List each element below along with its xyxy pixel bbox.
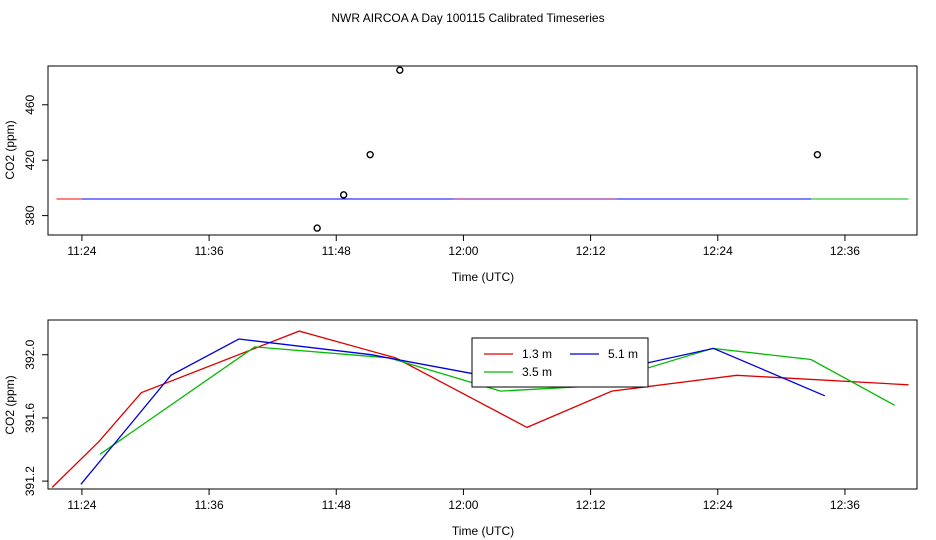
legend-label: 1.3 m bbox=[522, 347, 552, 361]
bottom-panel: 391.2 391.6 392.0 11:24 11:36 11:48 12:00 12:1… bbox=[3, 319, 918, 538]
data-point bbox=[396, 66, 404, 74]
x-tick-label: 12:12 bbox=[576, 498, 606, 512]
x-tick-label: 11:48 bbox=[322, 498, 351, 512]
y-tick-label: 380 bbox=[23, 205, 37, 225]
data-point bbox=[339, 191, 348, 199]
data-point bbox=[366, 150, 374, 159]
x-tick-label: 11:36 bbox=[195, 498, 224, 512]
x-tick-label: 12:36 bbox=[830, 498, 860, 512]
y-tick-label: 392.0 bbox=[23, 339, 37, 369]
x-tick-label: 12:24 bbox=[703, 244, 733, 258]
x-tick-label: 11:36 bbox=[195, 244, 224, 258]
x-tick-label: 12:36 bbox=[830, 244, 860, 258]
legend-label: 3.5 m bbox=[522, 365, 552, 379]
legend: 1.3 m 5.1 m 3.5 m bbox=[471, 337, 649, 388]
bottom-y-axis: 391.2 391.6 392.0 bbox=[23, 339, 48, 496]
chart-title: NWR AIRCOA A Day 100115 Calibrated Times… bbox=[331, 11, 604, 25]
y-tick-label: 391.6 bbox=[23, 403, 37, 433]
bottom-x-axis: 11:24 11:36 11:48 12:00 12:12 12:24 12:36 bbox=[67, 489, 860, 512]
data-point bbox=[313, 224, 321, 232]
legend-label: 5.1 m bbox=[608, 347, 638, 361]
series-line-1-3-m bbox=[51, 330, 909, 488]
bottom-x-axis-title: Time (UTC) bbox=[452, 524, 514, 538]
bottom-plot-frame bbox=[47, 319, 918, 490]
x-tick-label: 12:00 bbox=[448, 498, 478, 512]
x-tick-label: 11:24 bbox=[67, 498, 96, 512]
y-tick-label: 460 bbox=[23, 94, 37, 114]
x-tick-label: 11:24 bbox=[67, 244, 96, 258]
top-x-axis: 11:24 11:36 11:48 12:00 12:12 12:24 12:36 bbox=[67, 235, 860, 258]
legend-box bbox=[471, 337, 649, 388]
top-panel: 380 420 460 11:24 11:36 11:48 12:00 12:12 12:24… bbox=[3, 65, 918, 284]
top-x-axis-title: Time (UTC) bbox=[452, 270, 514, 284]
x-tick-label: 12:00 bbox=[448, 244, 478, 258]
bottom-y-axis-title: CO2 (ppm) bbox=[3, 375, 17, 434]
x-tick-label: 12:24 bbox=[703, 498, 733, 512]
top-y-axis: 380 420 460 bbox=[23, 94, 48, 226]
x-tick-label: 11:48 bbox=[322, 244, 351, 258]
top-points-group bbox=[313, 66, 822, 232]
top-y-axis-title: CO2 (ppm) bbox=[3, 120, 17, 179]
x-tick-label: 12:12 bbox=[576, 244, 606, 258]
series-line-5-1-m bbox=[80, 338, 826, 485]
data-point bbox=[813, 150, 822, 159]
y-tick-label: 391.2 bbox=[23, 466, 37, 496]
y-tick-label: 420 bbox=[23, 150, 37, 170]
series-line-3-5-m bbox=[99, 346, 896, 455]
top-plot-frame bbox=[47, 65, 918, 236]
